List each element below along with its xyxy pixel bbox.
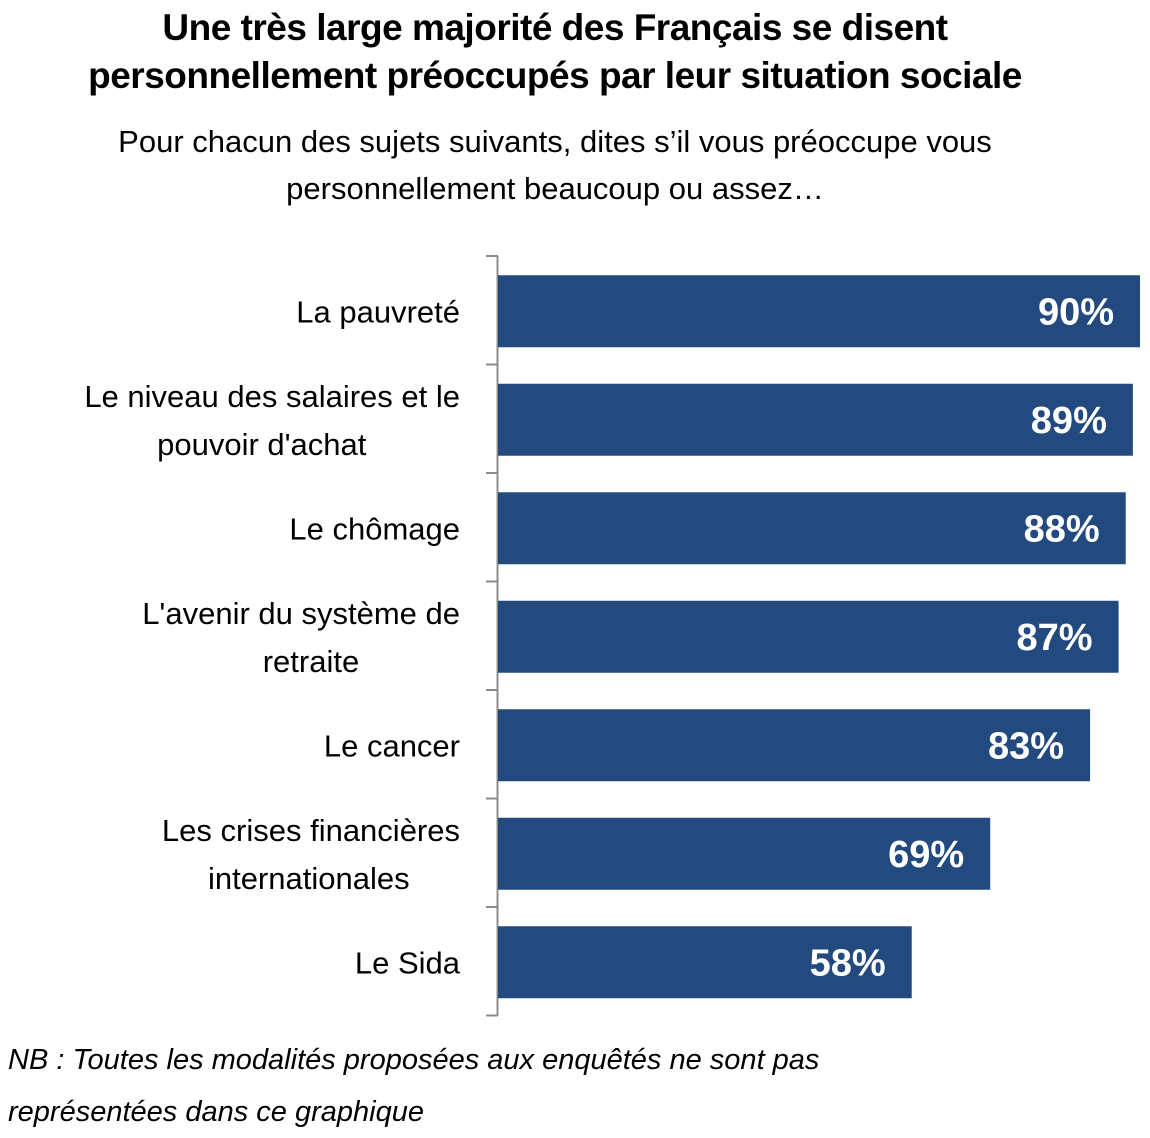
category-label: Le cancer <box>324 728 460 763</box>
data-label: 83% <box>988 725 1064 767</box>
category-label: Le chômage <box>289 511 460 546</box>
category-label-line: Le chômage <box>289 511 460 546</box>
bar <box>498 275 1140 348</box>
chart-title-line-1: Une très large majorité des Français se … <box>162 7 948 48</box>
bar <box>498 926 912 999</box>
category-label-line: Le niveau des salaires et le <box>84 379 460 414</box>
data-label: 69% <box>888 834 964 876</box>
data-label: 58% <box>810 942 886 984</box>
footnote: NB : Toutes les modalités proposées aux … <box>8 1034 1138 1138</box>
category-label-line: retraite <box>263 644 359 679</box>
category-label-line: Le cancer <box>324 728 460 763</box>
category-label-line: L'avenir du système de <box>142 596 460 631</box>
bar <box>498 817 991 890</box>
bar <box>498 600 1119 673</box>
chart-subtitle-line-2: personnellement beaucoup ou assez… <box>286 171 824 206</box>
bar <box>498 492 1126 565</box>
category-label: Les crises financières internationales <box>162 813 460 896</box>
footnote-line-1: NB : Toutes les modalités proposées aux … <box>8 1044 820 1076</box>
category-label-line: Le Sida <box>355 945 461 980</box>
data-label: 89% <box>1031 400 1107 442</box>
category-label-line: La pauvreté <box>296 294 460 329</box>
chart-title: Une très large majorité des Français se … <box>0 4 1110 100</box>
data-label: 90% <box>1038 291 1114 333</box>
chart-subtitle: Pour chacun des sujets suivants, dites s… <box>0 118 1110 212</box>
bar <box>498 383 1133 456</box>
data-label: 88% <box>1024 508 1100 550</box>
bar <box>498 709 1091 782</box>
chart-subtitle-line-1: Pour chacun des sujets suivants, dites s… <box>118 124 992 159</box>
category-label: Le niveau des salaires et le pouvoir d'ac… <box>84 379 460 462</box>
bar-chart: 90% La pauvreté 89% Le niveau des salaires … <box>84 255 1140 1017</box>
category-label-line: internationales <box>208 861 410 896</box>
chart-title-line-2: personnellement préoccupés par leur situ… <box>88 55 1022 96</box>
category-label: Le Sida <box>355 945 461 980</box>
footnote-line-2: représentées dans ce graphique <box>8 1096 424 1128</box>
category-label-line: pouvoir d'achat <box>157 427 367 462</box>
data-label: 87% <box>1017 617 1093 659</box>
category-label: La pauvreté <box>296 294 460 329</box>
category-label: L'avenir du système de retraite <box>142 596 460 679</box>
category-label-line: Les crises financières <box>162 813 460 848</box>
